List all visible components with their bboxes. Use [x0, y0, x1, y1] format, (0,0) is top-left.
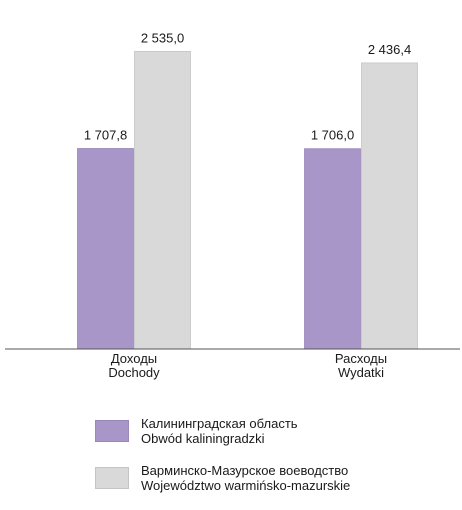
legend-item-warmia-masuria: Варминско-Мазурское воеводство Województ… — [95, 463, 455, 493]
value-labels: 1 707,8 2 535,0 1 706,0 2 436,4 — [84, 30, 411, 142]
legend-label-warmia-masuria-pl: Województwo warmińsko-mazurskie — [141, 478, 351, 493]
category-label-expenses-pl: Wydatki — [338, 365, 384, 380]
category-label-expenses-ru: Расходы — [335, 351, 387, 366]
legend-swatch-kaliningrad — [95, 420, 129, 442]
bar-chart: 1 707,8 2 535,0 1 706,0 2 436,4 ДоходыDocho… — [5, 30, 460, 380]
category-label-revenue-pl: Dochody — [108, 365, 160, 380]
value-label-warmia-masuria-expenses: 2 436,4 — [368, 42, 411, 57]
bar-kaliningrad-expenses — [304, 148, 361, 350]
bar-kaliningrad-revenue — [77, 148, 134, 350]
legend-label-warmia-masuria: Варминско-Мазурское воеводство Województ… — [141, 463, 350, 493]
value-label-kaliningrad-revenue: 1 707,8 — [84, 127, 127, 142]
legend-label-kaliningrad-ru: Калининградская область — [141, 416, 298, 431]
legend-label-kaliningrad: Калининградская область Obwód kaliningra… — [141, 416, 298, 446]
bar-warmia-masuria-revenue — [134, 50, 191, 350]
legend: Калининградская область Obwód kaliningra… — [95, 416, 455, 510]
legend-label-warmia-masuria-ru: Варминско-Мазурское воеводство — [141, 463, 349, 478]
legend-swatch-warmia-masuria — [95, 467, 129, 489]
value-label-warmia-masuria-revenue: 2 535,0 — [141, 30, 184, 45]
legend-label-kaliningrad-pl: Obwód kaliningradzki — [141, 431, 265, 446]
legend-item-kaliningrad: Калининградская область Obwód kaliningra… — [95, 416, 455, 446]
bar-warmia-masuria-expenses — [361, 62, 418, 350]
bars — [77, 50, 418, 350]
category-label-revenue-ru: Доходы — [111, 351, 157, 366]
value-label-kaliningrad-expenses: 1 706,0 — [311, 128, 354, 143]
